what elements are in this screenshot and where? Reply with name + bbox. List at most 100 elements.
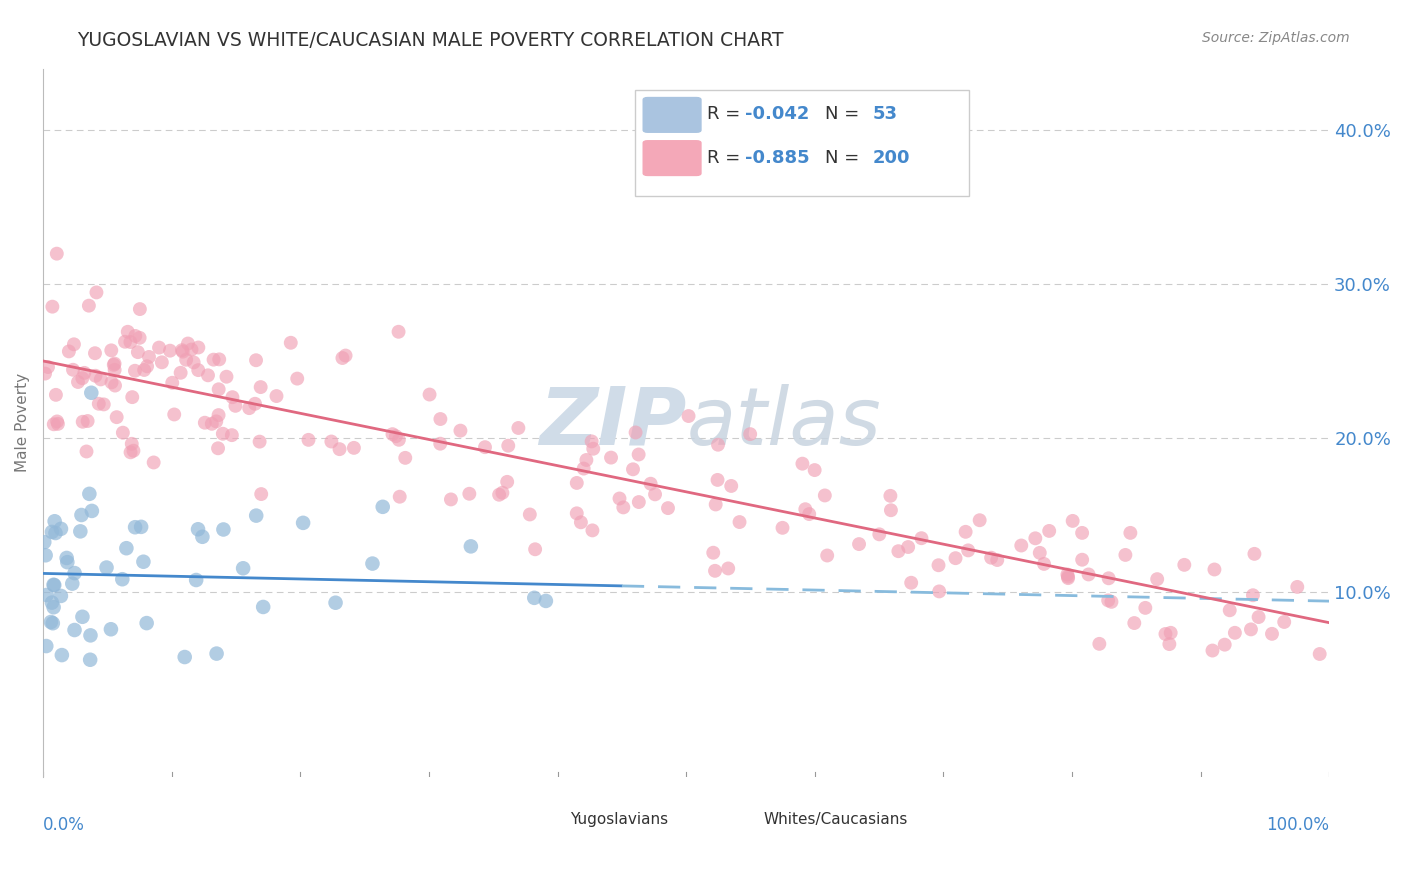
FancyBboxPatch shape (529, 808, 564, 832)
Point (460, 540, 482, 554)
Point (63, 566, 86, 580)
Point (42, 578, 65, 592)
Point (115, 541, 138, 556)
Point (1071, 525, 1094, 540)
Point (1071, 552, 1094, 566)
Point (474, 440, 496, 454)
Point (1024, 531, 1046, 545)
Point (644, 487, 666, 501)
Point (321, 434, 343, 449)
Point (1309, 647, 1331, 661)
Point (429, 436, 451, 450)
Point (174, 352, 197, 367)
Point (243, 397, 266, 411)
Point (627, 495, 650, 509)
Point (79, 487, 101, 501)
Text: Source: ZipAtlas.com: Source: ZipAtlas.com (1202, 31, 1350, 45)
Point (1154, 627, 1177, 641)
Point (1119, 525, 1142, 540)
Point (371, 500, 394, 514)
Point (491, 485, 513, 500)
Point (496, 475, 519, 489)
Point (1029, 546, 1052, 560)
Point (224, 399, 246, 413)
Point (799, 507, 821, 521)
Point (1088, 637, 1111, 651)
Point (45, 246, 67, 260)
Point (207, 408, 229, 422)
Point (1057, 571, 1080, 585)
Text: R =: R = (707, 105, 745, 123)
Point (49, 589, 72, 603)
Point (1062, 514, 1084, 528)
Point (79, 653, 101, 667)
Point (42, 600, 65, 615)
Point (134, 363, 156, 377)
Point (136, 359, 159, 374)
Point (44, 526, 66, 541)
Point (205, 647, 228, 661)
Point (523, 591, 546, 605)
Point (138, 350, 160, 364)
Point (79, 628, 101, 642)
Point (63, 337, 86, 351)
Point (77, 299, 100, 313)
Point (163, 408, 186, 422)
Point (72, 609, 94, 624)
Point (394, 450, 416, 465)
Point (266, 389, 288, 403)
Point (72, 371, 94, 385)
Point (173, 650, 195, 665)
Point (1219, 603, 1241, 617)
Point (449, 424, 471, 438)
Point (581, 524, 603, 538)
Point (381, 427, 404, 442)
Point (361, 557, 384, 571)
Point (37, 359, 59, 374)
Point (1101, 595, 1123, 609)
Point (56, 555, 79, 569)
Point (335, 349, 357, 363)
Point (103, 358, 125, 372)
Point (720, 479, 742, 493)
Text: ZIP: ZIP (538, 384, 686, 461)
Point (211, 426, 233, 441)
Point (60, 576, 83, 591)
Point (458, 487, 481, 501)
Point (245, 508, 267, 523)
Point (1241, 588, 1264, 602)
Point (100, 622, 122, 636)
Point (62, 363, 84, 377)
Point (609, 491, 631, 506)
Point (250, 487, 273, 501)
Point (900, 575, 922, 590)
Point (1272, 615, 1295, 629)
Point (569, 516, 592, 530)
Point (1010, 539, 1032, 553)
Point (1201, 643, 1223, 657)
Point (717, 561, 740, 575)
Point (221, 390, 243, 404)
Point (41, 524, 63, 539)
Point (34, 548, 56, 562)
Point (128, 331, 150, 345)
Point (49, 522, 72, 536)
Text: 53: 53 (873, 105, 897, 123)
FancyBboxPatch shape (721, 808, 756, 832)
Point (640, 476, 662, 491)
Point (1213, 638, 1236, 652)
Point (44, 514, 66, 528)
Point (1077, 567, 1099, 582)
Point (114, 334, 136, 349)
Point (955, 524, 977, 539)
Point (104, 363, 127, 377)
Point (121, 437, 143, 451)
Point (429, 412, 451, 426)
Text: R =: R = (707, 150, 745, 168)
Point (170, 343, 193, 358)
Point (627, 448, 650, 462)
Text: Yugoslavians: Yugoslavians (571, 813, 669, 827)
Point (575, 453, 598, 467)
Point (740, 427, 762, 442)
Point (285, 371, 308, 385)
